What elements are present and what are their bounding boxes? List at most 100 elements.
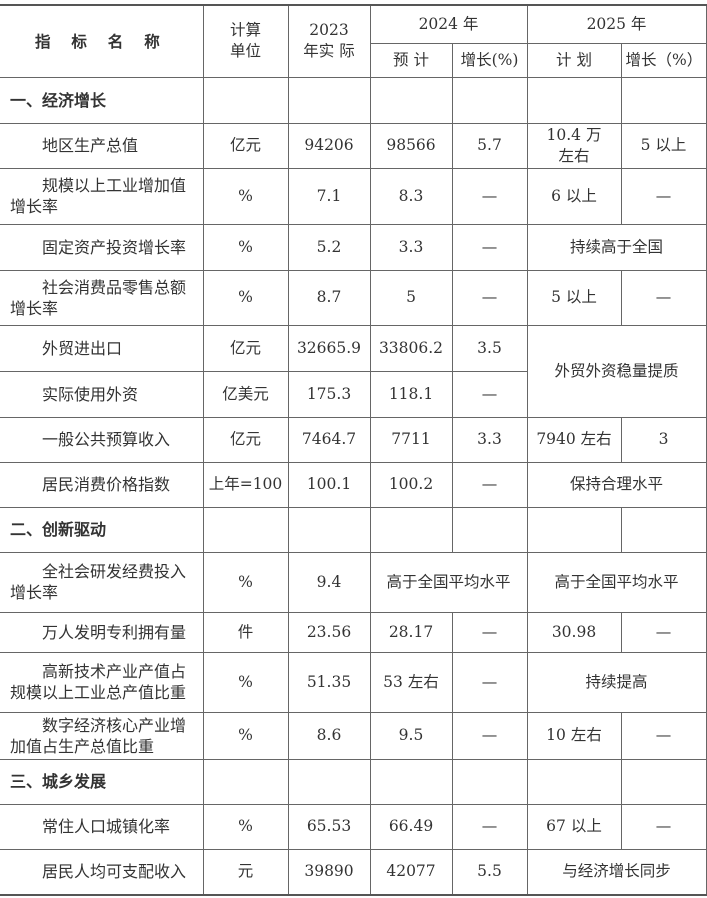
- unit-cell: %: [202, 711, 289, 760]
- plan-2025-cell: 10.4 万左右: [526, 122, 622, 169]
- growth-2025-cell: —: [620, 803, 707, 850]
- unit-cell: %: [202, 551, 289, 613]
- actual-2023-cell: 39890: [287, 848, 371, 896]
- indicator-name: 实际使用外资: [0, 370, 204, 418]
- actual-2023-cell: 7.1: [287, 167, 371, 225]
- header-2024-estimate: 预 计: [370, 42, 453, 78]
- indicator-name: 一般公共预算收入: [0, 416, 204, 463]
- estimate-2024-cell: 9.5: [369, 711, 453, 760]
- actual-2023-cell: 94206: [287, 122, 371, 169]
- section-row: 一、经济增长: [0, 76, 707, 124]
- indicator-name: 万人发明专利拥有量: [0, 611, 204, 653]
- unit-cell: %: [202, 651, 289, 713]
- growth-2024-cell: —: [451, 711, 528, 760]
- estimate-2024-cell: 5: [369, 269, 453, 326]
- plan-2025-cell: 外贸外资稳量提质: [526, 324, 707, 418]
- actual-2023-cell: 7464.7: [287, 416, 371, 463]
- indicator-name: 全社会研发经费投入增长率: [0, 551, 204, 613]
- actual-2023-cell: 65.53: [287, 803, 371, 850]
- growth-2025-cell: 3: [620, 416, 707, 463]
- plan-2025-cell: 保持合理水平: [526, 461, 707, 508]
- estimate-2024-cell: 8.3: [369, 167, 453, 225]
- unit-cell: 元: [202, 848, 289, 896]
- unit-cell: %: [202, 167, 289, 225]
- header-2025-growth: 增长（%）: [620, 42, 707, 78]
- unit-cell: %: [202, 223, 289, 271]
- actual-2023-cell: 23.56: [287, 611, 371, 653]
- plan-2025-cell: 30.98: [526, 611, 622, 653]
- indicator-name: 居民人均可支配收入: [0, 848, 204, 896]
- growth-2024-cell: —: [451, 167, 528, 225]
- table-row: 万人发明专利拥有量 件 23.56 28.17 — 30.98 —: [0, 611, 707, 653]
- estimate-2024-cell: 118.1: [369, 370, 453, 418]
- table-row: 规模以上工业增加值增长率 % 7.1 8.3 — 6 以上 —: [0, 167, 707, 225]
- growth-2024-cell: —: [451, 803, 528, 850]
- table-row: 高新技术产业产值占规模以上工业总产值比重 % 51.35 53 左右 — 持续提…: [0, 651, 707, 713]
- growth-2025-cell: —: [620, 269, 707, 326]
- growth-2024-cell: —: [451, 370, 528, 418]
- indicator-name: 地区生产总值: [0, 122, 204, 169]
- indicator-name: 社会消费品零售总额增长率: [0, 269, 204, 326]
- indicator-name: 数字经济核心产业增加值占生产总值比重: [0, 711, 204, 760]
- plan-2025-cell: 5 以上: [526, 269, 622, 326]
- growth-2024-cell: —: [451, 651, 528, 713]
- unit-cell: %: [202, 803, 289, 850]
- growth-2024-cell: 5.7: [451, 122, 528, 169]
- table-row: 社会消费品零售总额增长率 % 8.7 5 — 5 以上 —: [0, 269, 707, 326]
- table-row: 居民人均可支配收入 元 39890 42077 5.5 与经济增长同步: [0, 848, 707, 896]
- indicator-name: 规模以上工业增加值增长率: [0, 167, 204, 225]
- table-row: 一般公共预算收入 亿元 7464.7 7711 3.3 7940 左右 3: [0, 416, 707, 463]
- growth-2024-cell: —: [451, 611, 528, 653]
- unit-cell: 亿元: [202, 416, 289, 463]
- estimate-2024-cell: 33806.2: [369, 324, 453, 372]
- header-2024: 2024 年: [369, 4, 528, 44]
- header-2023-actual: 2023 年实 际: [287, 4, 371, 78]
- indicators-table: 指 标 名 称 计算单位 2023 年实 际 2024 年 2025 年 预 计…: [0, 4, 707, 896]
- indicator-name: 外贸进出口: [0, 324, 204, 372]
- actual-2023-cell: 51.35: [287, 651, 371, 713]
- section-title: 一、经济增长: [0, 76, 204, 124]
- growth-2024-cell: —: [451, 269, 528, 326]
- estimate-2024-cell: 3.3: [369, 223, 453, 271]
- estimate-2024-cell: 高于全国平均水平: [369, 551, 528, 613]
- section-title: 三、城乡发展: [0, 758, 204, 805]
- header-2025-plan: 计 划: [526, 42, 622, 78]
- estimate-2024-cell: 100.2: [369, 461, 453, 508]
- growth-2024-cell: 5.5: [451, 848, 528, 896]
- header-2024-growth: 增长(%): [451, 42, 528, 78]
- unit-cell: 亿元: [202, 324, 289, 372]
- estimate-2024-cell: 66.49: [369, 803, 453, 850]
- indicator-name: 固定资产投资增长率: [0, 223, 204, 271]
- estimate-2024-cell: 98566: [369, 122, 453, 169]
- header-unit: 计算单位: [202, 4, 289, 78]
- plan-2025-cell: 10 左右: [526, 711, 622, 760]
- growth-2024-cell: 3.3: [451, 416, 528, 463]
- table-row: 居民消费价格指数 上年=100 100.1 100.2 — 保持合理水平: [0, 461, 707, 508]
- actual-2023-cell: 8.6: [287, 711, 371, 760]
- unit-cell: 亿元: [202, 122, 289, 169]
- plan-2025-cell: 67 以上: [526, 803, 622, 850]
- plan-2025-cell: 持续高于全国: [526, 223, 707, 271]
- actual-2023-cell: 9.4: [287, 551, 371, 613]
- table-row: 数字经济核心产业增加值占生产总值比重 % 8.6 9.5 — 10 左右 —: [0, 711, 707, 760]
- unit-cell: %: [202, 269, 289, 326]
- growth-2025-cell: —: [620, 611, 707, 653]
- unit-cell: 亿美元: [202, 370, 289, 418]
- indicator-name: 居民消费价格指数: [0, 461, 204, 508]
- growth-2024-cell: 3.5: [451, 324, 528, 372]
- section-row: 三、城乡发展: [0, 758, 707, 805]
- section-row: 二、创新驱动: [0, 506, 707, 553]
- section-title: 二、创新驱动: [0, 506, 204, 553]
- plan-2025-cell: 高于全国平均水平: [526, 551, 707, 613]
- actual-2023-cell: 8.7: [287, 269, 371, 326]
- estimate-2024-cell: 7711: [369, 416, 453, 463]
- indicator-name: 常住人口城镇化率: [0, 803, 204, 850]
- plan-2025-cell: 7940 左右: [526, 416, 622, 463]
- growth-2025-cell: 5 以上: [620, 122, 707, 169]
- actual-2023-cell: 100.1: [287, 461, 371, 508]
- actual-2023-cell: 175.3: [287, 370, 371, 418]
- plan-2025-cell: 与经济增长同步: [526, 848, 707, 896]
- unit-cell: 件: [202, 611, 289, 653]
- growth-2024-cell: —: [451, 223, 528, 271]
- growth-2025-cell: —: [620, 167, 707, 225]
